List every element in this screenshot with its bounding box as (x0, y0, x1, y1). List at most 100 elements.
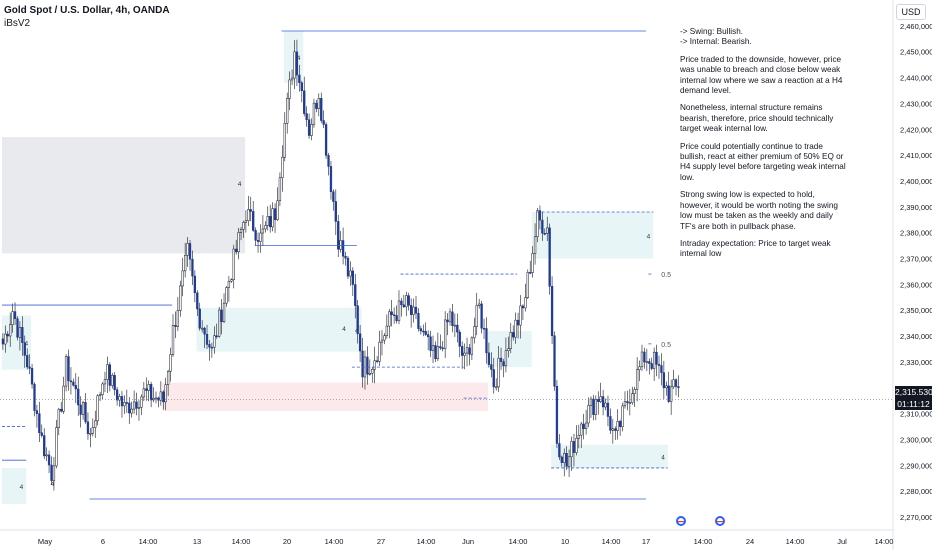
candle-body (62, 385, 65, 412)
candle-body (188, 243, 192, 260)
candle-body (553, 335, 556, 387)
candle-body (390, 311, 393, 316)
candle-body (261, 228, 265, 234)
candle-body (135, 401, 138, 409)
candle-body (295, 51, 299, 76)
candle-body (650, 363, 653, 369)
candle-body (614, 428, 617, 431)
candle-body (388, 311, 391, 327)
candle-body (184, 255, 187, 272)
candle-body (436, 346, 440, 360)
x-tick-label: 14:00 (325, 537, 344, 546)
candle-body (375, 360, 379, 362)
candle-body (451, 311, 454, 326)
candle-body (392, 314, 396, 317)
candle-body (108, 364, 111, 386)
candle-body (264, 225, 267, 230)
candle-body (322, 120, 325, 125)
currency-badge[interactable]: USD (896, 4, 926, 20)
candle-body (626, 401, 629, 404)
candle-body (657, 364, 661, 366)
candle-body (254, 230, 257, 241)
candle-body (174, 325, 177, 327)
bar-countdown: 01:11:12 (897, 399, 930, 409)
candle-body (366, 356, 369, 375)
candle-body (550, 286, 554, 337)
candle-body (623, 401, 627, 407)
candle-body (123, 402, 126, 407)
candle-body (307, 119, 311, 136)
candle-body (55, 427, 58, 467)
candle-body (478, 303, 481, 306)
candle-body (589, 398, 593, 406)
candle-body (128, 402, 131, 414)
candle-body (587, 405, 590, 424)
candle-body (149, 384, 153, 401)
candle-body (563, 453, 566, 463)
candle-body (67, 356, 70, 382)
candle-body (106, 364, 109, 380)
x-tick-label: 14:00 (694, 537, 713, 546)
economic-event-icon[interactable] (676, 516, 686, 526)
candle-body (298, 74, 301, 83)
candle-body (575, 438, 578, 453)
candle-body (33, 383, 36, 411)
candle-body (38, 413, 41, 433)
candle-body (40, 432, 43, 436)
candle-body (186, 243, 189, 256)
candle-body (652, 351, 656, 369)
candle-body (448, 311, 452, 323)
candle-body (271, 208, 274, 228)
y-tick-label: 2,290,000 (900, 461, 932, 470)
structure-marker: 4 (342, 326, 346, 333)
candle-body (645, 361, 649, 363)
candle-body (52, 465, 56, 481)
candle-body (266, 216, 269, 226)
candle-body (9, 324, 12, 337)
candle-body (456, 324, 459, 333)
candle-body (79, 404, 82, 415)
candle-body (21, 327, 24, 343)
candle-body (16, 318, 19, 338)
symbol-title[interactable]: Gold Spot / U.S. Dollar, 4h, OANDA (4, 5, 170, 16)
candle-body (546, 227, 549, 234)
economic-event-icon[interactable] (715, 516, 725, 526)
candle-body (303, 90, 306, 114)
candle-body (23, 342, 26, 356)
candle-body (400, 300, 403, 306)
candle-body (28, 366, 31, 369)
y-tick-label: 2,360,000 (900, 280, 932, 289)
y-tick-label: 2,310,000 (900, 410, 932, 419)
y-tick-label: 2,450,000 (900, 48, 932, 57)
candle-body (560, 456, 563, 463)
zone-demand (2, 467, 27, 505)
candle-body (349, 270, 352, 277)
candle-body (242, 222, 245, 230)
candle-body (621, 405, 624, 427)
candle-body (601, 396, 605, 408)
candle-body (538, 210, 542, 221)
candle-body (446, 319, 449, 323)
candle-body (225, 287, 228, 304)
zone-label: 4 (25, 341, 29, 348)
flag-icon-stripe (678, 521, 684, 523)
candle-body (422, 330, 425, 333)
candle-body (191, 258, 194, 277)
candle-body (594, 398, 597, 415)
candle-body (541, 219, 544, 234)
candle-body (101, 383, 104, 395)
candle-body (89, 432, 92, 435)
candle-body (674, 379, 678, 387)
indicator-label[interactable]: iBsV2 (4, 18, 31, 29)
candle-body (616, 421, 619, 431)
candle-body (60, 408, 63, 412)
candle-body (278, 177, 282, 202)
candle-body (269, 216, 272, 228)
candle-body (441, 347, 444, 350)
candle-body (305, 113, 308, 120)
candle-body (628, 402, 631, 404)
candle-body (142, 388, 145, 398)
candle-body (611, 428, 614, 431)
candle-body (232, 248, 235, 280)
